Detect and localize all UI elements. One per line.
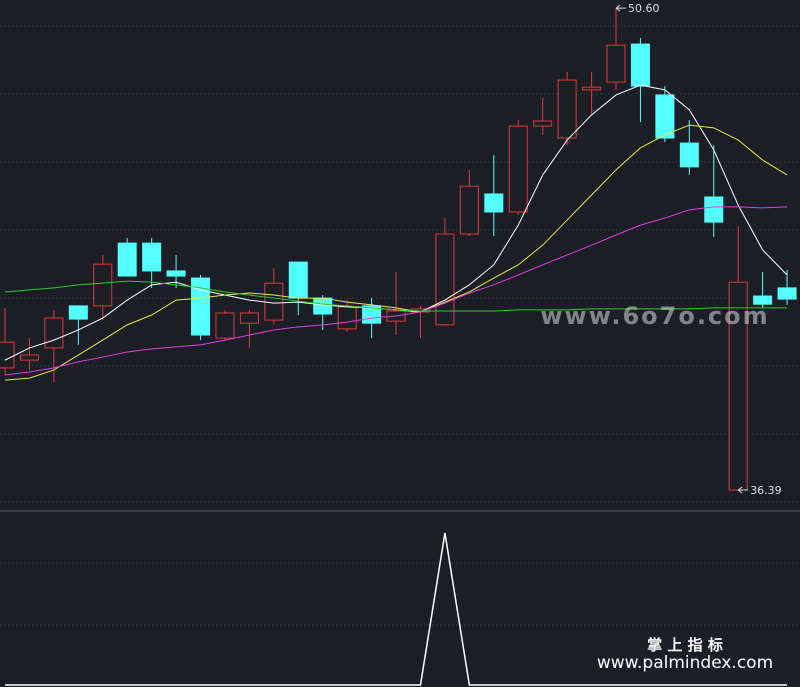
- candle-body: [288, 261, 308, 299]
- candle-body: [191, 277, 211, 336]
- moving-average: [4, 206, 788, 376]
- candle-body: [215, 312, 235, 339]
- watermark: 掌 上 指 标: [647, 636, 723, 654]
- candle-body: [655, 94, 675, 139]
- candle-body: [630, 43, 650, 87]
- candle-body: [533, 120, 553, 127]
- moving-average: [4, 280, 788, 312]
- candle-body: [582, 86, 602, 91]
- candle-body: [264, 282, 284, 321]
- candle-body: [484, 193, 504, 213]
- candle-body: [337, 306, 357, 330]
- candle-body: [93, 263, 113, 307]
- candle-body: [0, 341, 15, 369]
- candle-body: [239, 312, 259, 324]
- watermark: www.palmindex.com: [597, 653, 773, 673]
- annotation: 36.39: [750, 484, 782, 497]
- candle-body: [508, 125, 528, 213]
- candle-body: [44, 317, 64, 349]
- candle-body: [679, 142, 699, 168]
- watermark: www.6o7o.com: [540, 302, 769, 330]
- candle-body: [68, 305, 88, 320]
- candle-body: [142, 242, 162, 272]
- candle-body: [704, 196, 724, 223]
- candle-body: [117, 242, 137, 277]
- candle-body: [777, 287, 797, 300]
- candle-body: [459, 185, 479, 235]
- annotation: 50.60: [628, 2, 660, 15]
- candle-body: [19, 354, 39, 361]
- indicator-line: [5, 532, 788, 686]
- candle-body: [606, 44, 626, 83]
- candle-body: [313, 297, 333, 315]
- annotation-arrow: [615, 4, 626, 12]
- candle-body: [557, 79, 577, 139]
- candle-body: [166, 270, 186, 277]
- moving-average: [4, 124, 788, 381]
- grid: [0, 25, 800, 626]
- annotation-arrow: [737, 486, 749, 494]
- candle-body: [753, 295, 773, 305]
